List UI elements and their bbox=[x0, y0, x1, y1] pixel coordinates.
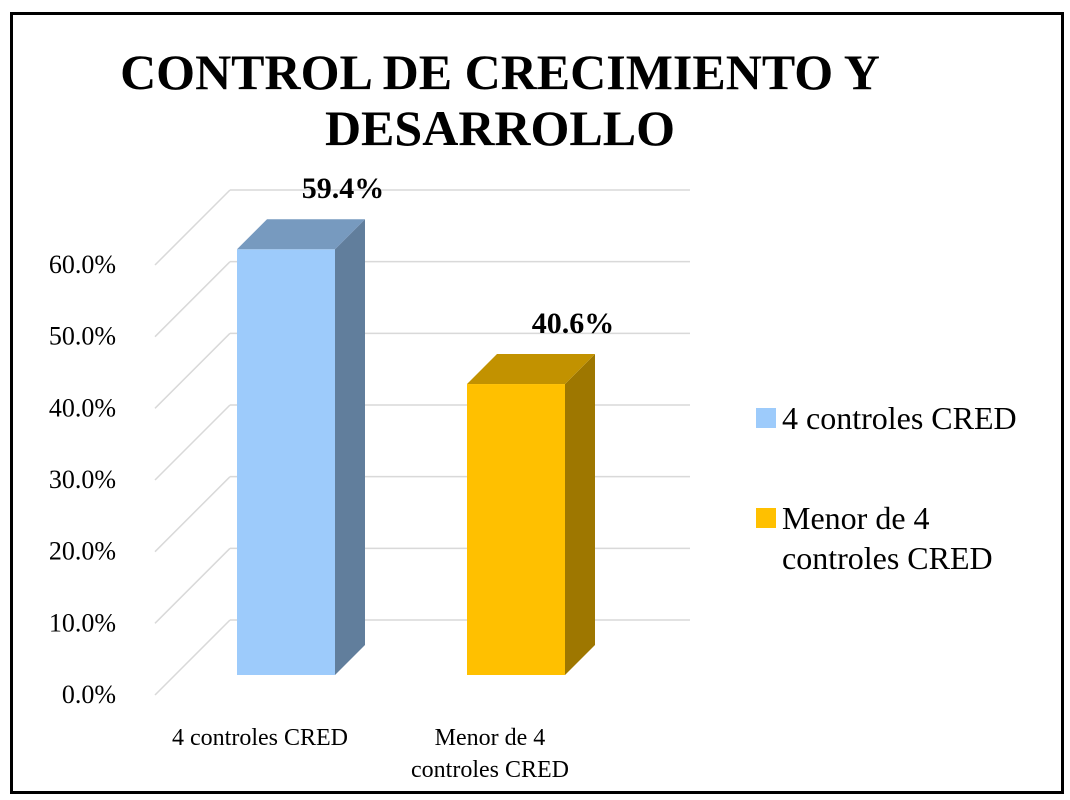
legend-swatch bbox=[756, 408, 776, 428]
grid-line-side bbox=[154, 332, 231, 409]
bar-top bbox=[237, 219, 365, 250]
bar-side bbox=[335, 219, 365, 676]
value-label: 40.6% bbox=[532, 307, 615, 340]
legend-item: Menor de 4 controles CRED bbox=[756, 498, 1046, 578]
grid-line-side bbox=[154, 476, 231, 553]
grid-line-side bbox=[154, 404, 231, 481]
chart-title: CONTROL DE CRECIMIENTO Y DESARROLLO bbox=[120, 44, 880, 156]
y-tick-label: 30.0% bbox=[49, 465, 116, 494]
grid-line-side bbox=[154, 261, 231, 338]
y-tick-label: 20.0% bbox=[49, 537, 116, 566]
y-tick-label: 60.0% bbox=[49, 250, 116, 279]
bar-top bbox=[467, 354, 595, 385]
x-tick-label: Menor de 4 controles CRED bbox=[411, 725, 569, 783]
y-tick-label: 0.0% bbox=[62, 680, 116, 709]
x-tick-label: 4 controles CRED bbox=[172, 725, 348, 751]
grid-line-side bbox=[154, 189, 231, 266]
bar-side bbox=[565, 354, 595, 675]
legend-label: Menor de 4 controles CRED bbox=[782, 500, 993, 576]
y-tick-label: 40.0% bbox=[49, 393, 116, 422]
value-label: 59.4% bbox=[302, 172, 385, 205]
legend-item: 4 controles CRED bbox=[756, 398, 1046, 438]
legend-swatch bbox=[756, 508, 776, 528]
y-tick-label: 10.0% bbox=[49, 608, 116, 637]
grid-line-side bbox=[154, 547, 231, 624]
grid-line-side bbox=[154, 619, 231, 696]
bar-front bbox=[237, 249, 335, 676]
y-tick-label: 50.0% bbox=[49, 322, 116, 351]
legend-label: 4 controles CRED bbox=[782, 400, 1017, 436]
frame bbox=[10, 12, 1064, 794]
bar-front bbox=[467, 384, 565, 675]
